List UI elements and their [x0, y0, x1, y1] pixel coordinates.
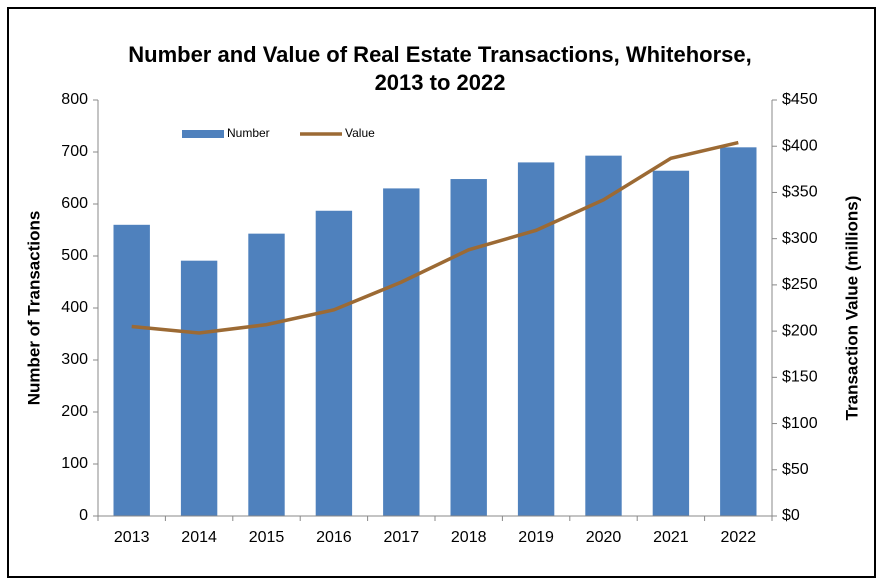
y2-tick-label: $0 — [782, 507, 800, 524]
legend-label: Number — [227, 126, 270, 140]
y-tick-label: 200 — [61, 403, 88, 420]
legend-swatch — [182, 130, 224, 138]
bar — [315, 210, 353, 516]
bar — [383, 188, 420, 516]
y-tick-label: 500 — [61, 247, 88, 264]
bar — [585, 155, 622, 516]
bar — [720, 147, 757, 516]
y-tick-label: 600 — [61, 195, 88, 212]
y2-axis-label: Transaction Value (millions) — [842, 196, 861, 421]
legend-label: Value — [345, 126, 375, 140]
chart-title: 2013 to 2022 — [375, 70, 506, 95]
bar — [450, 179, 487, 517]
y2-tick-label: $250 — [782, 276, 818, 293]
y-tick-label: 800 — [61, 91, 88, 108]
x-tick-label: 2017 — [384, 529, 420, 546]
x-tick-label: 2014 — [181, 529, 217, 546]
y-tick-label: 0 — [79, 507, 88, 524]
y2-tick-label: $100 — [782, 415, 818, 432]
y2-tick-label: $400 — [782, 137, 818, 154]
bar — [517, 162, 555, 516]
x-tick-label: 2022 — [721, 529, 757, 546]
y-tick-label: 700 — [61, 143, 88, 160]
bar — [248, 233, 285, 516]
bar — [113, 224, 150, 517]
y2-tick-label: $350 — [782, 184, 818, 201]
x-tick-label: 2018 — [451, 529, 487, 546]
y-tick-label: 100 — [61, 455, 88, 472]
x-tick-label: 2019 — [518, 529, 554, 546]
x-tick-label: 2020 — [586, 529, 622, 546]
line — [131, 140, 739, 335]
bar — [180, 260, 218, 516]
chart-title: Number and Value of Real Estate Transact… — [128, 42, 752, 67]
y2-tick-label: $300 — [782, 230, 818, 247]
y-axis-label: Number of Transactions — [24, 211, 43, 406]
x-tick-label: 2015 — [249, 529, 285, 546]
y-tick-label: 300 — [61, 351, 88, 368]
x-tick-label: 2016 — [316, 529, 352, 546]
y2-tick-label: $150 — [782, 369, 818, 386]
x-tick-label: 2021 — [653, 529, 689, 546]
x-tick-label: 2013 — [114, 529, 150, 546]
y2-tick-label: $200 — [782, 322, 818, 339]
y-tick-label: 400 — [61, 299, 88, 316]
y2-tick-label: $450 — [782, 91, 818, 108]
bar — [652, 170, 690, 516]
y2-tick-label: $50 — [782, 461, 809, 478]
